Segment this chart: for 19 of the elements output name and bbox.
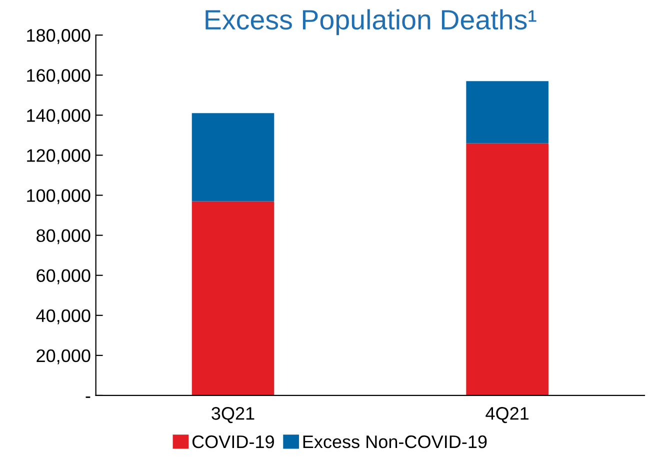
chart-title: Excess Population Deaths¹ bbox=[206, 9, 536, 36]
y-tick-label: 160,000 bbox=[27, 69, 90, 84]
legend-label: COVID-19 bbox=[192, 435, 274, 448]
y-tick-label: 180,000 bbox=[27, 29, 90, 44]
y-tick-label: 120,000 bbox=[27, 149, 90, 164]
y-tick-label: 60,000 bbox=[36, 269, 90, 284]
y-tick-label: - bbox=[86, 396, 90, 398]
bar bbox=[466, 81, 548, 144]
bar bbox=[466, 143, 548, 396]
y-tick-label: 100,000 bbox=[27, 189, 90, 204]
legend-label: Excess Non-COVID-19 bbox=[303, 435, 487, 448]
x-tick-label: 3Q21 bbox=[212, 407, 254, 424]
x-tick-label: 4Q21 bbox=[486, 407, 529, 424]
bar bbox=[192, 113, 274, 202]
y-tick-label: 140,000 bbox=[27, 109, 90, 124]
y-tick-label: 80,000 bbox=[36, 229, 90, 244]
y-tick-label: 20,000 bbox=[36, 349, 90, 364]
y-tick-label: 40,000 bbox=[36, 309, 90, 324]
bar bbox=[192, 201, 274, 396]
